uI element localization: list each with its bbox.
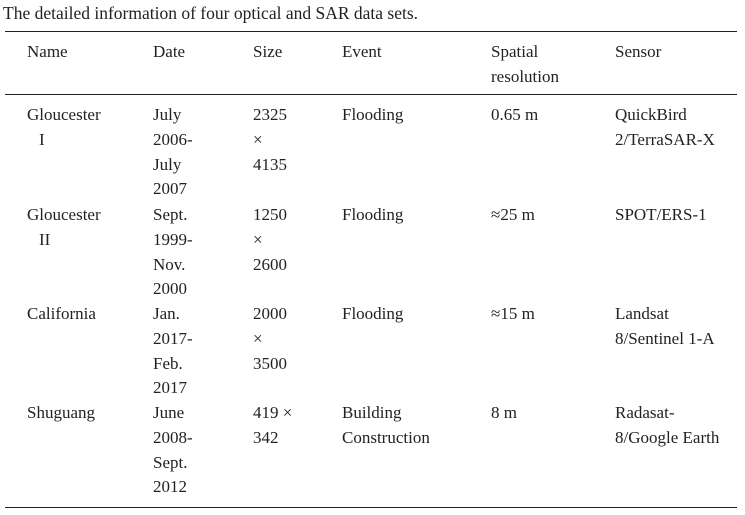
table-cell: ≈25 m <box>491 205 535 224</box>
table-cell: July 2006-July 2007 <box>153 105 193 199</box>
table-cell: Gloucester I <box>27 105 101 149</box>
table-cell: 419 × 342 <box>253 403 293 447</box>
header-cell: Size <box>253 42 283 61</box>
table-cell: California <box>27 304 96 323</box>
header-rule <box>5 94 737 95</box>
header-cell: Sensor <box>615 42 662 61</box>
top-rule <box>5 31 737 32</box>
table-cell: Building Construction <box>342 403 430 447</box>
table-cell: 8 m <box>491 403 517 422</box>
table-cell: Landsat 8/Sentinel 1-A <box>615 304 715 348</box>
bottom-rule <box>5 507 737 508</box>
header-cell: Date <box>153 42 186 61</box>
header-cell: Event <box>342 42 382 61</box>
header-cell: Spatial resolution <box>491 42 559 86</box>
table-cell: QuickBird 2/TerraSAR-X <box>615 105 715 149</box>
table-cell: Jan. 2017-Feb. 2017 <box>153 304 193 398</box>
table-cell: Flooding <box>342 205 404 224</box>
table-cell: Radasat-8/Google Earth <box>615 403 720 447</box>
table-caption: The detailed information of four optical… <box>3 3 419 23</box>
table-cell: Flooding <box>342 105 404 124</box>
table-cell: Gloucester II <box>27 205 101 249</box>
table-cell: 2325 × 4135 <box>253 105 287 174</box>
table-cell: 1250 × 2600 <box>253 205 287 274</box>
table-cell: ≈15 m <box>491 304 535 323</box>
table-cell: SPOT/ERS-1 <box>615 205 707 224</box>
table-cell: Sept. 1999-Nov. 2000 <box>153 205 193 299</box>
table-cell: June 2008-Sept. 2012 <box>153 403 193 497</box>
table-cell: Shuguang <box>27 403 95 422</box>
table-cell: 0.65 m <box>491 105 539 124</box>
table-cell: 2000 × 3500 <box>253 304 287 373</box>
table-cell: Flooding <box>342 304 404 323</box>
header-cell: Name <box>27 42 68 61</box>
